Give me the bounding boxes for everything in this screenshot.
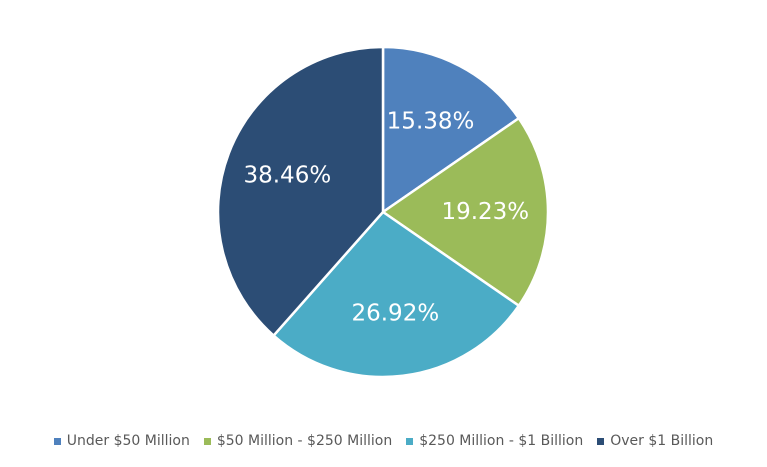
- pie-slice-over-1-billion: [216, 45, 385, 337]
- legend-item-over-1-billion: Over $1 Billion: [597, 433, 713, 449]
- legend-item-250-million-1-billion: $250 Million - $1 Billion: [406, 433, 583, 449]
- legend-item-under-50-million: Under $50 Million: [53, 433, 190, 449]
- legend-swatch: [406, 437, 414, 445]
- legend-swatch: [203, 437, 211, 445]
- legend-swatch: [53, 437, 61, 445]
- legend-label: $250 Million - $1 Billion: [419, 433, 584, 449]
- legend-label: Over $1 Billion: [610, 433, 714, 449]
- data-label-over-1-billion: 38.46%: [243, 163, 331, 189]
- pie-slice-250-million-1-billion: [272, 210, 521, 379]
- legend-item-50-million-250-million: $50 Million - $250 Million: [203, 433, 393, 449]
- pie-labels: 15.38% 19.23% 26.92% 38.46%: [243, 108, 529, 326]
- pie-slice-50-million-250-million: [381, 116, 550, 307]
- data-label-50-million-250-million: 19.23%: [441, 199, 529, 225]
- legend-label: Under $50 Million: [66, 433, 190, 449]
- pie-slice-under-50-million: [381, 45, 521, 214]
- data-label-under-50-million: 15.38%: [387, 108, 475, 134]
- legend-swatch: [597, 437, 605, 445]
- legend-label: $50 Million - $250 Million: [216, 433, 393, 449]
- legend: Under $50 Million $50 Million - $250 Mill…: [0, 433, 767, 449]
- pie-slices: [216, 45, 550, 379]
- data-label-250-million-1-billion: 26.92%: [351, 301, 439, 327]
